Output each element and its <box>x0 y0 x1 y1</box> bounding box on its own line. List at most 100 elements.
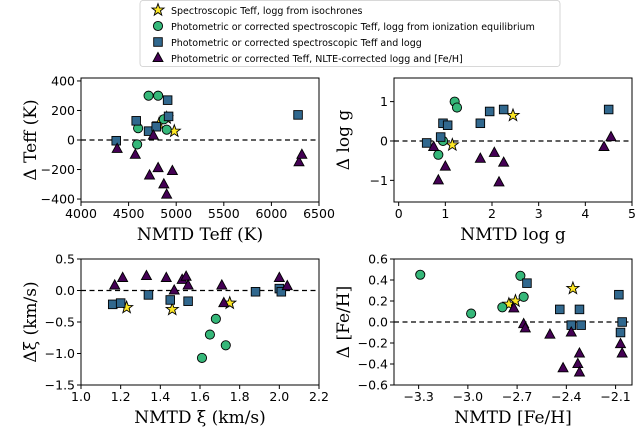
data-point <box>162 95 173 105</box>
legend-marker-star-icon <box>150 2 166 17</box>
data-point <box>140 269 153 281</box>
data-point <box>508 301 520 313</box>
data-point <box>451 102 463 113</box>
data-point <box>216 278 228 290</box>
legend-entry-iso: Spectroscopic Teff, logg from isochrones <box>150 2 363 17</box>
series-nlte <box>111 129 308 199</box>
x-tick-label: 0 <box>395 206 403 221</box>
series-iso <box>444 107 521 152</box>
data-point <box>565 325 578 337</box>
y-tick-label: −1 <box>370 173 388 188</box>
data-point <box>115 298 126 308</box>
data-point <box>614 337 627 349</box>
data-point <box>415 269 426 280</box>
legend-label-phot: Photometric or corrected spectroscopic T… <box>171 38 422 49</box>
data-point <box>166 164 179 176</box>
data-point <box>111 135 121 146</box>
data-point <box>131 116 141 126</box>
x-axis-label: NMTD ξ (km/s) <box>134 408 266 428</box>
y-tick-label: 0.2 <box>368 294 388 309</box>
data-point <box>576 320 586 330</box>
data-point <box>614 289 624 300</box>
panel-delta-logg: 0 1 2 3 4 5 −1 0 1 NMTD log g Δ log g <box>334 77 635 245</box>
data-point <box>616 346 628 358</box>
data-point <box>475 118 486 129</box>
data-point <box>444 137 460 152</box>
data-point <box>204 329 215 340</box>
panel-delta-xi: 1.0 1.2 1.4 1.6 1.8 2.0 2.2 −1.5 −1.0 −0.5 0.0 0.5 N… <box>21 252 329 429</box>
series-phot <box>421 104 614 148</box>
legend-label-ion: Photometric or corrected spectroscopic T… <box>171 22 535 33</box>
panel-delta-feh: −3.3 −3.0 −2.7 −2.4 −2.1 −0.6 −0.4 −0.2 0.0 0.2 0.… <box>334 252 633 428</box>
data-point <box>116 271 129 282</box>
data-point <box>484 106 495 117</box>
x-tick-label: 1.6 <box>190 389 210 404</box>
data-point <box>518 291 529 302</box>
data-point <box>573 365 586 377</box>
y-tick-label: 0.0 <box>55 283 75 298</box>
data-point <box>250 287 261 297</box>
x-tick-label: 1.0 <box>71 389 91 404</box>
x-tick-label: −2.1 <box>600 389 630 404</box>
series-phot <box>522 278 627 338</box>
x-axis-label: NMTD log g <box>460 225 566 245</box>
y-tick-label: 0.6 <box>368 252 388 267</box>
data-point <box>617 317 627 327</box>
data-point <box>210 313 221 324</box>
x-tick-label: 5 <box>628 206 635 221</box>
data-point <box>152 161 164 173</box>
data-point <box>153 90 164 101</box>
legend-marker-triangle-icon <box>152 51 164 63</box>
legend-marker <box>152 51 164 63</box>
data-point <box>151 121 161 132</box>
y-tick-label: −0.5 <box>45 315 75 330</box>
data-point <box>111 142 123 153</box>
y-tick-label: −0.2 <box>358 336 388 351</box>
y-tick-label: 0.5 <box>55 252 75 267</box>
data-point <box>161 124 172 135</box>
x-tick-label: −3.3 <box>403 389 433 404</box>
data-point <box>605 130 617 142</box>
data-point <box>129 148 142 159</box>
x-tick-label: 1.2 <box>111 389 131 404</box>
x-tick-label: 1.8 <box>230 389 250 404</box>
data-point <box>180 270 192 281</box>
data-point <box>108 278 121 290</box>
legend-marker-circle-icon <box>152 20 164 32</box>
x-tick-label: 4500 <box>113 206 145 221</box>
data-point <box>218 296 230 308</box>
x-tick-label: 1.4 <box>150 389 170 404</box>
x-tick-label: 5000 <box>160 206 192 221</box>
data-point <box>421 138 432 148</box>
y-tick-label: 0 <box>67 133 75 148</box>
data-point <box>488 146 501 157</box>
series-phot <box>111 95 303 146</box>
panel-delta-teff: 4000 4500 5000 5500 6000 6500 −400 −200 0 200 400 N… <box>21 73 335 245</box>
legend-entry-phot: Photometric or corrected spectroscopic T… <box>153 37 422 49</box>
plot-frame <box>393 77 633 203</box>
plot-frame <box>80 258 320 386</box>
data-point <box>160 271 173 282</box>
data-point <box>164 301 180 316</box>
x-tick-label: 2.2 <box>309 389 329 404</box>
data-point <box>439 160 452 171</box>
data-point <box>557 361 569 373</box>
data-point <box>505 107 521 122</box>
y-tick-label: 0.4 <box>368 273 388 288</box>
y-tick-label: 0.0 <box>368 315 388 330</box>
data-point <box>432 173 445 185</box>
data-point <box>515 270 526 281</box>
data-point <box>427 140 440 151</box>
data-point <box>143 90 154 101</box>
data-point <box>165 295 175 305</box>
data-point <box>168 283 180 295</box>
series-nlte <box>108 269 294 308</box>
y-tick-label: 200 <box>51 103 75 118</box>
x-axis-label: NMTD [Fe/H] <box>454 408 571 428</box>
data-point <box>615 327 626 338</box>
data-point <box>572 357 584 369</box>
data-point <box>296 148 308 159</box>
data-point <box>132 139 143 150</box>
data-point <box>603 104 614 115</box>
data-point <box>466 308 477 319</box>
